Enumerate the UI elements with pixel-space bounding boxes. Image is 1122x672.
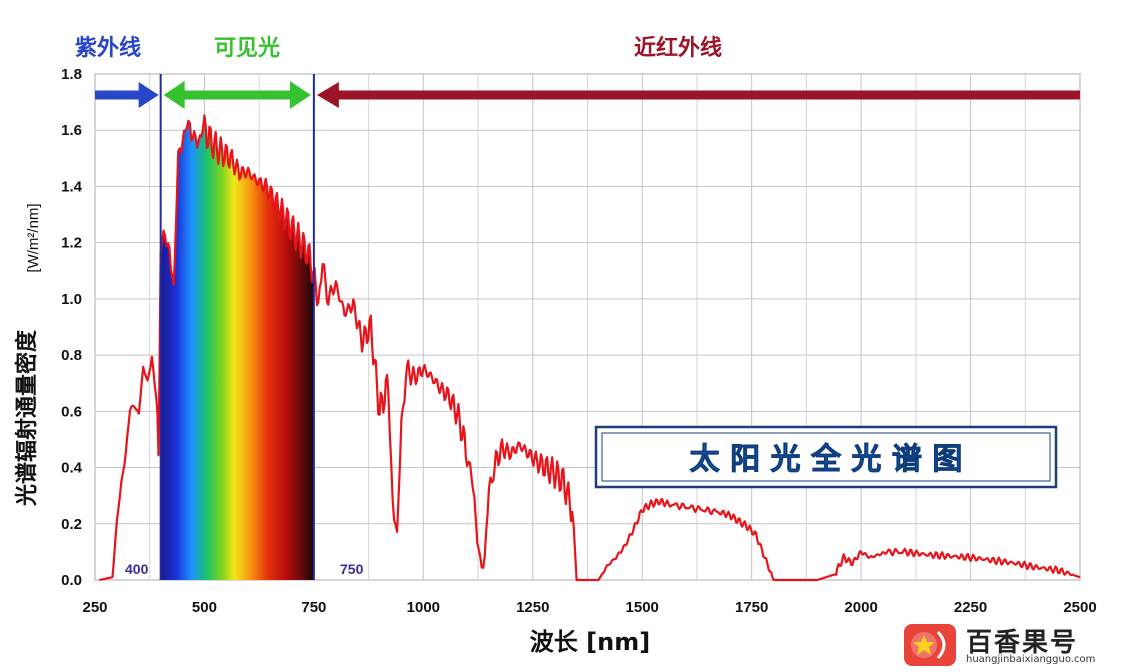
x-tick-label: 500 xyxy=(192,599,217,616)
y-tick-label: 1.4 xyxy=(61,178,83,195)
arrow-nir-head xyxy=(316,82,339,108)
y-tick-label: 1.8 xyxy=(61,66,82,83)
x-tick-label: 1250 xyxy=(516,599,549,616)
y-tick-label: 1.2 xyxy=(61,235,82,252)
x-axis-label: 波长 [nm] xyxy=(530,628,650,656)
boundary-label-400: 400 xyxy=(125,561,149,577)
band-arrows xyxy=(95,81,1080,109)
y-tick-label: 1.0 xyxy=(61,291,82,308)
x-tick-label: 2500 xyxy=(1063,599,1096,616)
band-boundaries xyxy=(159,74,315,580)
x-tick-label: 250 xyxy=(82,599,107,616)
x-tick-label: 1500 xyxy=(626,599,659,616)
chart-title: 太 阳 光 全 光 谱 图 xyxy=(690,442,963,477)
watermark-url: huangjinbaixiangguo.com xyxy=(966,654,1096,665)
x-tick-labels: 250 500 750 1000 1250 1500 1750 2000 2250 2500 xyxy=(82,599,1096,616)
boundary-label-750: 750 xyxy=(340,561,364,577)
x-tick-label: 1000 xyxy=(407,599,440,616)
brand-logo-icon xyxy=(904,624,956,666)
arrow-visible-left-head xyxy=(163,81,185,109)
band-label-nir: 近红外线 xyxy=(634,35,722,61)
y-tick-labels: 0.0 0.2 0.4 0.6 0.8 1.0 1.2 1.4 1.6 1.8 xyxy=(61,66,83,589)
watermark-brand: 百香果号 xyxy=(966,628,1079,658)
band-label-visible: 可见光 xyxy=(214,36,280,61)
band-label-uv: 紫外线 xyxy=(75,35,141,61)
y-tick-label: 1.6 xyxy=(61,122,82,139)
watermark: 百香果号 huangjinbaixiangguo.com xyxy=(904,620,1114,668)
y-tick-label: 0.8 xyxy=(61,347,82,364)
arrow-uv-head xyxy=(138,82,159,108)
y-tick-label: 0.6 xyxy=(61,403,82,420)
y-axis-label: 光谱辐射通量密度 xyxy=(14,329,40,507)
y-tick-label: 0.2 xyxy=(61,516,82,533)
y-axis-unit: [W/m²/nm] xyxy=(25,203,42,272)
x-tick-label: 1750 xyxy=(735,599,768,616)
y-tick-label: 0.0 xyxy=(61,572,82,589)
x-tick-label: 2250 xyxy=(954,599,987,616)
arrow-visible-right-head xyxy=(289,81,311,109)
spectrum-line xyxy=(99,114,1081,582)
x-tick-label: 750 xyxy=(301,599,326,616)
chart-title-box: 太 阳 光 全 光 谱 图 xyxy=(594,425,1058,489)
y-tick-label: 0.4 xyxy=(61,460,83,477)
x-tick-label: 2000 xyxy=(844,599,877,616)
